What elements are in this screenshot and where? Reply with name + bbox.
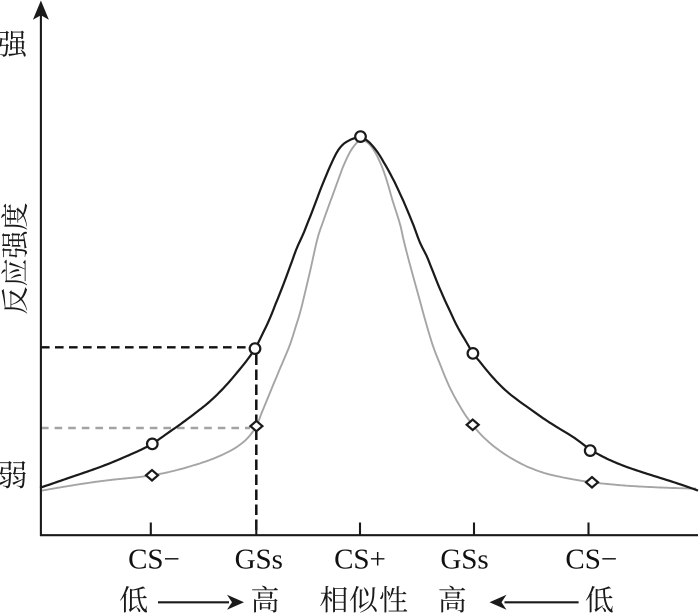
svg-text:GSs: GSs — [235, 544, 283, 576]
svg-text:CS−: CS− — [565, 544, 617, 576]
svg-text:CS−: CS− — [128, 544, 180, 576]
svg-text:GSs: GSs — [440, 544, 488, 576]
svg-text:CS+: CS+ — [334, 544, 386, 576]
